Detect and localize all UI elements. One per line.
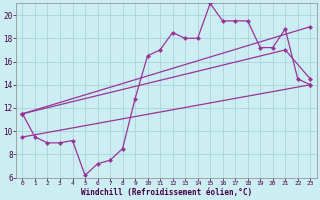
X-axis label: Windchill (Refroidissement éolien,°C): Windchill (Refroidissement éolien,°C) (81, 188, 252, 197)
